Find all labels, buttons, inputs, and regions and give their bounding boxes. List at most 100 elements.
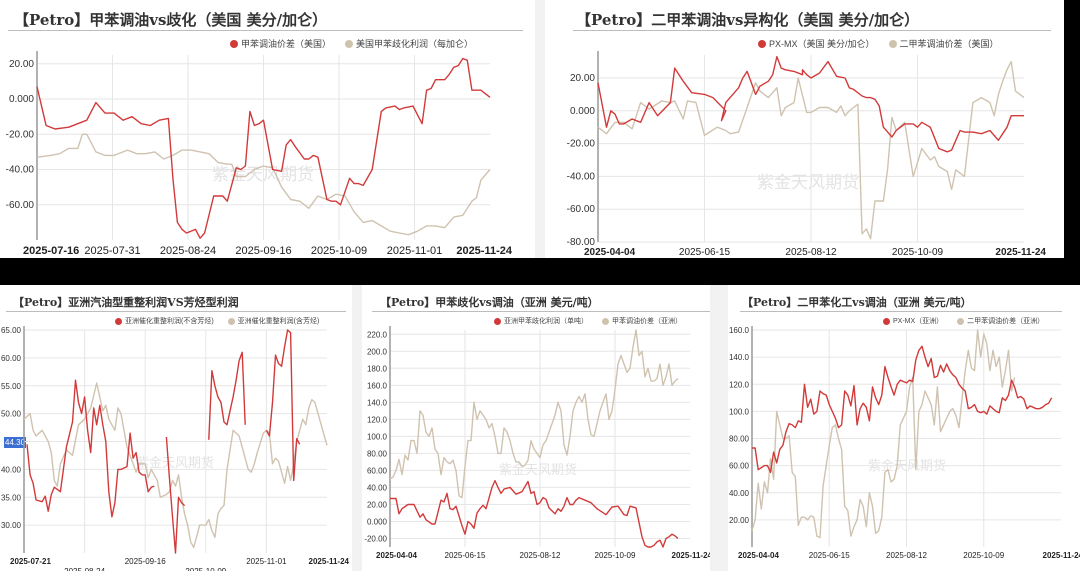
svg-text:-20.00: -20.00 <box>567 139 596 150</box>
svg-text:120.0: 120.0 <box>729 380 750 389</box>
svg-text:55.00: 55.00 <box>1 382 22 391</box>
series-line-red <box>752 345 1053 474</box>
legend-item[interactable]: 亚洲催化重整利润(不含芳烃) <box>115 316 214 326</box>
svg-text:0.000: 0.000 <box>9 94 34 105</box>
gutter <box>710 285 728 571</box>
svg-text:2025-10-09: 2025-10-09 <box>311 245 367 257</box>
chart-panel-toluene-asia: 【Petro】甲苯歧化vs调油（亚洲 美元/吨） 亚洲甲苯歧化利润（单吨） 甲苯… <box>362 285 710 571</box>
legend-dot-tan-icon <box>345 39 354 48</box>
gutter <box>352 285 362 571</box>
svg-text:2025-11-01: 2025-11-01 <box>387 245 442 257</box>
legend-dot-red-icon <box>758 39 766 48</box>
svg-text:140.0: 140.0 <box>729 353 750 362</box>
svg-text:35.00: 35.00 <box>1 493 22 502</box>
legend-dot-red-icon <box>230 39 238 48</box>
series-line-red <box>597 55 1024 153</box>
legend-dot-red-icon <box>883 317 890 325</box>
chart-panel-asia-reforming: 【Petro】亚洲汽油型重整利润VS芳烃型利润 亚洲催化重整利润(不含芳烃) 亚… <box>0 285 352 571</box>
svg-text:180.0: 180.0 <box>367 364 388 373</box>
legend-item[interactable]: 亚洲甲苯歧化利润（单吨） <box>494 316 588 326</box>
svg-text:80.00: 80.00 <box>367 449 388 458</box>
svg-text:60.00: 60.00 <box>729 462 750 471</box>
svg-text:2025-09-16: 2025-09-16 <box>125 557 166 566</box>
svg-text:2025-08-12: 2025-08-12 <box>520 551 561 560</box>
series-line-red <box>36 57 491 239</box>
svg-text:-40.00: -40.00 <box>6 165 35 176</box>
series-line-tan <box>751 329 1016 539</box>
chart-title: 【Petro】二甲苯调油vs异构化（美国 美分/加仑） <box>576 11 920 29</box>
series-line-tan <box>36 133 491 236</box>
svg-text:2025-09-16: 2025-09-16 <box>235 245 291 257</box>
legend-item[interactable]: 甲苯调油价差（美国） <box>230 37 331 50</box>
svg-text:40.00: 40.00 <box>1 465 22 474</box>
svg-text:140.0: 140.0 <box>367 398 388 407</box>
svg-text:50.00: 50.00 <box>1 410 22 419</box>
title-divider <box>740 311 1062 312</box>
svg-text:-60.00: -60.00 <box>6 200 35 211</box>
svg-text:2025-04-04: 2025-04-04 <box>584 247 636 258</box>
svg-text:2025-11-01: 2025-11-01 <box>246 557 287 566</box>
title-divider <box>6 311 346 312</box>
svg-text:2025-04-04: 2025-04-04 <box>376 551 417 560</box>
legend-dot-tan-icon <box>888 39 897 48</box>
legend-item[interactable]: PX-MX（亚洲） <box>883 316 943 326</box>
chart-plot: 20.00 0.000 -20.00 -40.00 -60.00 2025-07-16 20… <box>6 51 513 257</box>
series-line-tan <box>597 60 1025 240</box>
svg-text:200.0: 200.0 <box>367 347 388 356</box>
legend-dot-tan-icon <box>227 317 235 325</box>
svg-text:100.0: 100.0 <box>729 407 750 416</box>
svg-text:2025-10-09: 2025-10-09 <box>595 551 636 560</box>
chart-legend: 亚洲甲苯歧化利润（单吨） 甲苯调油价差（亚洲） <box>494 316 682 326</box>
series-line-red <box>26 329 301 554</box>
svg-text:-20.00: -20.00 <box>364 534 387 543</box>
title-divider <box>573 30 1051 31</box>
chart-title: 【Petro】甲苯调油vs歧化（美国 美分/加仑） <box>14 11 328 29</box>
crosshair-value-label: 44.30 <box>4 437 27 448</box>
legend-item[interactable]: 二甲苯调油价差（美国） <box>888 37 999 50</box>
svg-text:-20.00: -20.00 <box>6 129 35 140</box>
chart-title: 【Petro】甲苯歧化vs调油（亚洲 美元/吨） <box>380 296 599 309</box>
svg-text:2025-10-09: 2025-10-09 <box>892 247 944 258</box>
svg-text:120.0: 120.0 <box>367 415 388 424</box>
title-divider <box>8 30 523 31</box>
svg-text:2025-10-09: 2025-10-09 <box>963 551 1004 560</box>
legend-item[interactable]: 美国甲苯歧化利润（每加仑） <box>345 37 473 50</box>
chart-legend: PX-MX（美国 美分/加仑） 二甲苯调油价差（美国） <box>758 37 999 50</box>
legend-item[interactable]: 亚洲催化重整利润(含芳烃) <box>227 316 319 326</box>
svg-text:2025-11-24: 2025-11-24 <box>672 551 710 560</box>
svg-text:2025-11-24: 2025-11-24 <box>309 557 350 566</box>
svg-text:2025-08-12: 2025-08-12 <box>785 247 837 258</box>
chart-title: 【Petro】亚洲汽油型重整利润VS芳烃型利润 <box>13 296 239 309</box>
chart-panel-xylene-us: 【Petro】二甲苯调油vs异构化（美国 美分/加仑） PX-MX（美国 美分/… <box>545 0 1064 258</box>
svg-text:60.00: 60.00 <box>367 466 388 475</box>
svg-text:20.00: 20.00 <box>367 500 388 509</box>
legend-item[interactable]: 甲苯调油价差（亚洲） <box>602 316 682 326</box>
svg-text:2025-11-24: 2025-11-24 <box>1043 551 1080 560</box>
svg-text:2025-10-09: 2025-10-09 <box>185 567 226 571</box>
legend-dot-tan-icon <box>602 317 609 325</box>
legend-item[interactable]: PX-MX（美国 美分/加仑） <box>758 37 875 50</box>
svg-text:2025-07-31: 2025-07-31 <box>84 245 140 257</box>
svg-text:65.00: 65.00 <box>1 326 22 335</box>
chart-panel-xylene-asia: 【Petro】二甲苯化工vs调油（亚洲 美元/吨） PX-MX（亚洲） 二甲苯调… <box>728 285 1080 571</box>
legend-item[interactable]: 二甲苯调油价差（亚洲） <box>957 316 1044 326</box>
svg-text:2025-08-24: 2025-08-24 <box>64 567 105 571</box>
svg-text:-80.00: -80.00 <box>567 237 596 248</box>
series-line-tan <box>389 329 679 499</box>
svg-text:2025-11-24: 2025-11-24 <box>456 245 513 257</box>
svg-text:0.000: 0.000 <box>570 106 595 117</box>
svg-text:160.0: 160.0 <box>729 326 750 335</box>
chart-panel-toluene-us: 【Petro】甲苯调油vs歧化（美国 美分/加仑） 甲苯调油价差（美国） 美国甲… <box>0 0 535 258</box>
legend-dot-red-icon <box>494 317 501 325</box>
svg-text:2025-07-21: 2025-07-21 <box>10 557 51 566</box>
svg-text:-40.00: -40.00 <box>567 171 596 182</box>
svg-text:2025-06-15: 2025-06-15 <box>809 551 850 560</box>
gutter <box>535 0 545 258</box>
chart-legend: PX-MX（亚洲） 二甲苯调油价差（亚洲） <box>883 316 1044 326</box>
chart-plot: 220.0 200.0 180.0 160.0 140.0 120.0 100.0 80.00… <box>364 326 710 560</box>
svg-text:2025-08-24: 2025-08-24 <box>160 245 216 257</box>
svg-text:-60.00: -60.00 <box>567 204 596 215</box>
chart-legend: 亚洲催化重整利润(不含芳烃) 亚洲催化重整利润(含芳烃) <box>115 316 319 326</box>
svg-text:30.00: 30.00 <box>1 521 22 530</box>
svg-text:20.00: 20.00 <box>9 59 34 70</box>
